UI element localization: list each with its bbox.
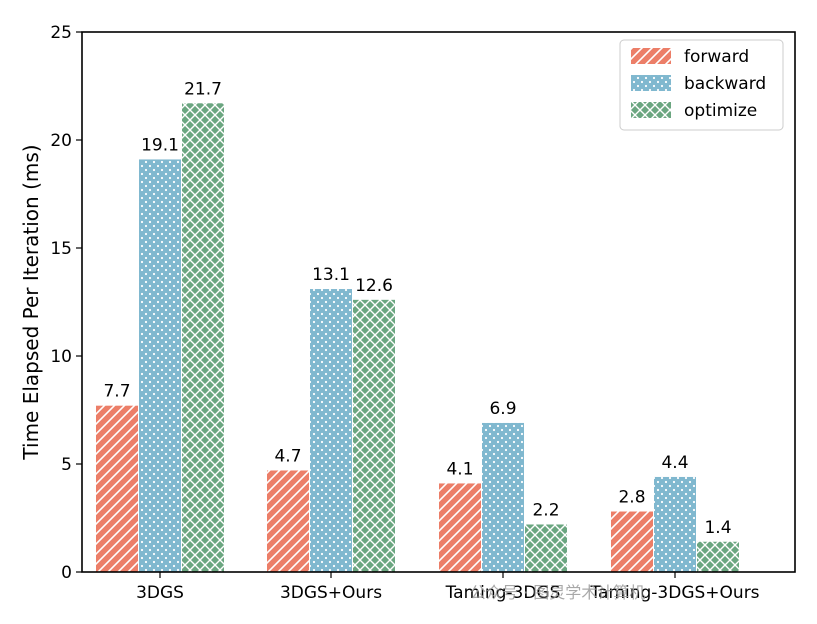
- bar-backward-3dgs: [139, 159, 181, 572]
- data-label: 4.7: [274, 446, 301, 466]
- data-label: 1.4: [704, 518, 731, 538]
- y-tick-label: 20: [50, 131, 72, 151]
- legend-swatch-forward: [631, 48, 671, 64]
- bar-backward-3dgs-ours: [310, 289, 352, 572]
- bar-backward-taming-3dgs: [482, 422, 524, 572]
- legend-swatch-backward: [631, 75, 671, 91]
- y-axis: 0 5 10 15 20 25: [50, 23, 82, 583]
- legend-swatch-optimize: [631, 102, 671, 118]
- y-tick-label: 5: [61, 455, 72, 475]
- x-axis: 3DGS 3DGS+Ours Taming-3DGS Taming-3DGS+Ours: [136, 572, 760, 603]
- bar-optimize-3dgs: [182, 103, 224, 572]
- x-tick-label: 3DGS+Ours: [280, 583, 382, 603]
- data-label: 4.4: [661, 453, 688, 473]
- watermark-text: 公众号 · 图灵学术计算机: [470, 583, 645, 602]
- data-label: 13.1: [312, 265, 350, 285]
- data-label: 6.9: [489, 399, 516, 419]
- data-label: 4.1: [446, 459, 473, 479]
- legend: forward backward optimize: [619, 39, 784, 131]
- y-tick-label: 0: [61, 563, 72, 583]
- data-label: 2.2: [532, 500, 559, 520]
- bar-optimize-3dgs-ours: [353, 299, 395, 572]
- bar-forward-taming-3dgs-ours: [611, 511, 653, 572]
- data-label: 7.7: [103, 382, 130, 402]
- y-tick-label: 15: [50, 239, 72, 259]
- plot-frame: [81, 31, 796, 573]
- bar-backward-taming-3dgs-ours: [654, 476, 696, 572]
- data-label: 19.1: [141, 135, 179, 155]
- bar-optimize-taming-3dgs-ours: [697, 541, 739, 572]
- y-axis-label: Time Elapsed Per Iteration (ms): [19, 144, 43, 460]
- bar-forward-taming-3dgs: [439, 483, 481, 572]
- y-tick-label: 25: [50, 23, 72, 43]
- data-label: 12.6: [355, 276, 393, 296]
- x-tick-label: Taming-3DGS: [445, 583, 561, 603]
- data-label: 21.7: [184, 79, 222, 99]
- y-tick-label: 10: [50, 347, 72, 367]
- bar-forward-3dgs: [96, 405, 138, 572]
- legend-label-backward: backward: [684, 74, 766, 94]
- legend-label-optimize: optimize: [684, 101, 757, 121]
- data-label: 2.8: [618, 488, 645, 508]
- data-labels-layer: 7.7 19.1 21.7 4.7 13.112.6 4.1 6.9 2.2 2.8 4.4 1.4: [103, 79, 731, 537]
- x-tick-label: Taming-3DGS+Ours: [589, 583, 759, 603]
- bars-layer: [96, 103, 739, 572]
- legend-label-forward: forward: [684, 47, 749, 67]
- bar-optimize-taming-3dgs: [525, 524, 567, 572]
- bar-forward-3dgs-ours: [267, 470, 309, 572]
- x-tick-label: 3DGS: [136, 583, 184, 603]
